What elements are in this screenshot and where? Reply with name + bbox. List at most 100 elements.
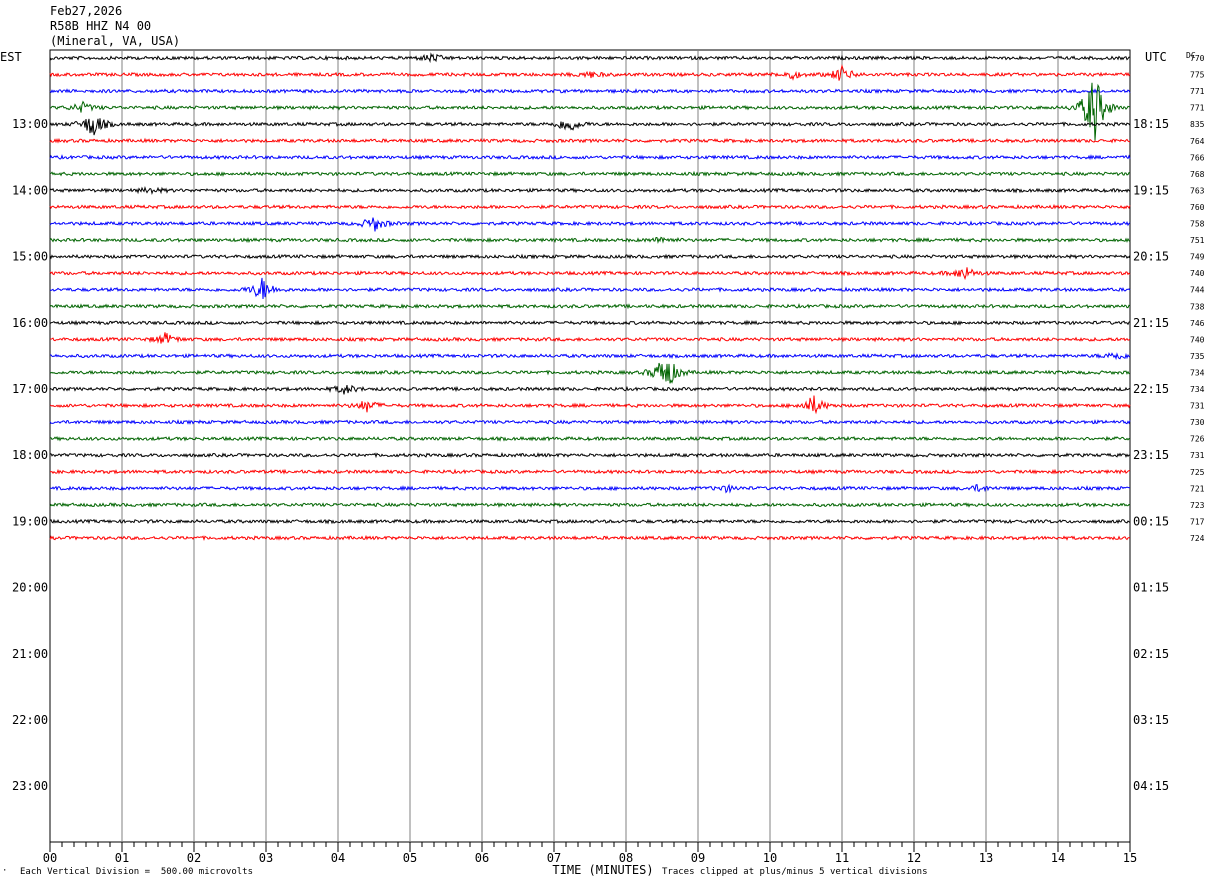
est-axis-label: EST: [0, 50, 22, 64]
est-hour-label: 20:00: [12, 581, 48, 595]
seismic-trace: [49, 82, 1130, 141]
scale-note: Each Vertical Division = 500.00 microvol…: [20, 867, 253, 877]
dc-value-label: 770: [1190, 54, 1205, 63]
dc-value-label: 731: [1190, 402, 1205, 411]
x-tick-label: 10: [763, 851, 777, 865]
seismic-trace: [49, 64, 1131, 81]
dc-value-label: 749: [1190, 253, 1205, 262]
dc-value-label: 721: [1190, 484, 1205, 493]
seismic-trace: [49, 185, 1131, 196]
est-hour-label: 15:00: [12, 250, 48, 264]
dc-value-label: 725: [1190, 468, 1205, 477]
dc-value-label: 740: [1190, 269, 1205, 278]
dc-value-label: 744: [1190, 286, 1205, 295]
x-axis-label: TIME (MINUTES): [552, 863, 653, 877]
station-label: R58B HHZ N4 00: [50, 19, 152, 33]
utc-hour-label: 23:15: [1133, 448, 1169, 462]
dc-value-label: 746: [1190, 319, 1205, 328]
utc-hour-label: 02:15: [1133, 647, 1169, 661]
seismic-trace: [49, 118, 1131, 136]
utc-hour-label: 03:15: [1133, 713, 1169, 727]
est-hour-label: 23:00: [12, 779, 48, 793]
x-tick-label: 04: [331, 851, 345, 865]
seismic-trace: [49, 137, 1131, 144]
dc-value-label: 760: [1190, 203, 1205, 212]
dc-value-label: 731: [1190, 451, 1205, 460]
seismic-trace: [49, 352, 1131, 361]
dc-value-label: 771: [1190, 87, 1205, 96]
dc-value-label: 775: [1190, 71, 1205, 80]
utc-hour-label: 01:15: [1133, 581, 1169, 595]
est-hour-label: 18:00: [12, 448, 48, 462]
est-hour-label: 14:00: [12, 183, 48, 197]
est-hour-label: 21:00: [12, 647, 48, 661]
est-hour-label: 16:00: [12, 316, 48, 330]
x-tick-label: 09: [691, 851, 705, 865]
utc-hour-label: 04:15: [1133, 779, 1169, 793]
utc-hour-label: 21:15: [1133, 316, 1169, 330]
x-tick-label: 06: [475, 851, 489, 865]
x-tick-label: 02: [187, 851, 201, 865]
seismic-trace: [49, 267, 1131, 281]
x-tick-label: 15: [1123, 851, 1137, 865]
x-tick-label: 11: [835, 851, 849, 865]
est-hour-label: 17:00: [12, 382, 48, 396]
utc-axis-label: UTC: [1145, 50, 1167, 64]
seismic-trace: [50, 332, 1131, 344]
seismic-trace: [49, 395, 1131, 415]
seismic-trace: [49, 303, 1131, 310]
dc-value-label: 771: [1190, 104, 1205, 113]
dc-value-label: 763: [1190, 186, 1205, 195]
seismic-trace: [50, 435, 1131, 442]
est-hour-label: 22:00: [12, 713, 48, 727]
x-tick-label: 13: [979, 851, 993, 865]
corner-mark: ·: [2, 866, 8, 876]
dc-value-label: 751: [1190, 236, 1205, 245]
utc-hour-label: 19:15: [1133, 183, 1169, 197]
x-tick-label: 05: [403, 851, 417, 865]
seismic-trace: [49, 236, 1131, 244]
seismic-trace: [49, 452, 1131, 459]
dc-value-label: 734: [1190, 385, 1205, 394]
location-label: (Mineral, VA, USA): [50, 34, 181, 48]
seismic-trace: [50, 170, 1131, 177]
seismic-trace: [49, 203, 1131, 211]
dc-value-label: 764: [1190, 137, 1205, 146]
dc-value-label: 734: [1190, 368, 1205, 377]
utc-hour-label: 20:15: [1133, 250, 1169, 264]
utc-hour-label: 22:15: [1133, 382, 1169, 396]
dc-value-label: 758: [1190, 220, 1205, 229]
dc-value-label: 730: [1190, 418, 1205, 427]
est-hour-label: 19:00: [12, 514, 48, 528]
seismic-trace: [49, 501, 1131, 508]
seismic-trace: [49, 319, 1131, 326]
plot-frame: [49, 49, 1131, 843]
x-tick-label: 07: [547, 851, 561, 865]
date-label: Feb27,2026: [50, 4, 123, 18]
dc-value-label: 717: [1190, 517, 1205, 526]
dc-header-label: DC: [1186, 51, 1196, 60]
dc-value-label: 724: [1190, 534, 1205, 543]
dc-value-label: 766: [1190, 153, 1205, 162]
x-tick-label: 03: [259, 851, 273, 865]
x-tick-label: 14: [1051, 851, 1065, 865]
x-tick-label: 01: [115, 851, 129, 865]
x-tick-label: 00: [43, 851, 57, 865]
utc-hour-label: 00:15: [1133, 514, 1169, 528]
seismic-trace: [49, 277, 1131, 300]
seismic-trace: [49, 217, 1131, 232]
dc-value-label: 735: [1190, 352, 1205, 361]
seismic-trace: [49, 362, 1130, 384]
seismic-trace: [49, 483, 1131, 494]
seismic-trace: [50, 468, 1131, 475]
dc-value-label: 738: [1190, 302, 1205, 311]
seismic-trace: [49, 87, 1131, 95]
dc-value-label: 835: [1190, 120, 1205, 129]
dc-value-label: 740: [1190, 335, 1205, 344]
x-tick-label: 12: [907, 851, 921, 865]
est-hour-label: 13:00: [12, 117, 48, 131]
seismic-trace: [49, 154, 1131, 161]
clip-note: Traces clipped at plus/minus 5 vertical …: [662, 867, 928, 877]
dc-value-label: 726: [1190, 435, 1205, 444]
